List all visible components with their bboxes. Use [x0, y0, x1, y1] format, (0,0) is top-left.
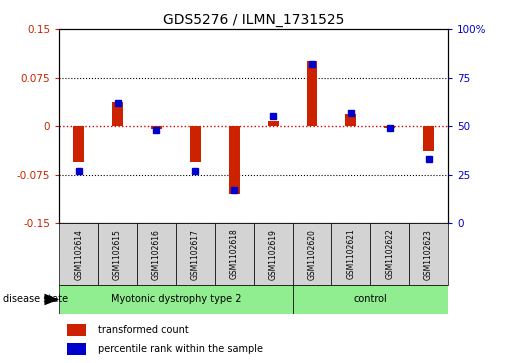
FancyBboxPatch shape — [332, 223, 370, 285]
Text: Myotonic dystrophy type 2: Myotonic dystrophy type 2 — [111, 294, 241, 305]
Bar — [151, 126, 162, 129]
Bar — [112, 102, 123, 126]
Text: transformed count: transformed count — [98, 325, 189, 335]
Bar — [384, 126, 395, 128]
Text: GSM1102621: GSM1102621 — [347, 229, 355, 280]
FancyBboxPatch shape — [293, 285, 448, 314]
FancyBboxPatch shape — [59, 285, 293, 314]
Text: GSM1102620: GSM1102620 — [307, 229, 316, 280]
Text: disease state: disease state — [3, 294, 67, 305]
Text: control: control — [353, 294, 387, 305]
Text: GSM1102618: GSM1102618 — [230, 229, 238, 280]
Text: GSM1102622: GSM1102622 — [385, 229, 394, 280]
Bar — [346, 114, 356, 126]
FancyBboxPatch shape — [293, 223, 332, 285]
Text: percentile rank within the sample: percentile rank within the sample — [98, 344, 263, 354]
Text: GSM1102615: GSM1102615 — [113, 229, 122, 280]
Text: GSM1102619: GSM1102619 — [269, 229, 278, 280]
Polygon shape — [44, 294, 59, 305]
Text: GSM1102616: GSM1102616 — [152, 229, 161, 280]
Text: GSM1102623: GSM1102623 — [424, 229, 433, 280]
FancyBboxPatch shape — [98, 223, 137, 285]
FancyBboxPatch shape — [176, 223, 215, 285]
Title: GDS5276 / ILMN_1731525: GDS5276 / ILMN_1731525 — [163, 13, 345, 26]
Bar — [268, 121, 279, 126]
Bar — [67, 324, 87, 337]
FancyBboxPatch shape — [59, 223, 98, 285]
Bar — [423, 126, 434, 151]
Bar — [73, 126, 84, 162]
FancyBboxPatch shape — [137, 223, 176, 285]
Bar — [229, 126, 239, 194]
Bar — [190, 126, 201, 162]
Text: GSM1102614: GSM1102614 — [74, 229, 83, 280]
Bar — [67, 343, 87, 355]
FancyBboxPatch shape — [253, 223, 293, 285]
FancyBboxPatch shape — [409, 223, 448, 285]
Text: GSM1102617: GSM1102617 — [191, 229, 200, 280]
FancyBboxPatch shape — [215, 223, 253, 285]
FancyBboxPatch shape — [370, 223, 409, 285]
Bar — [306, 61, 317, 126]
